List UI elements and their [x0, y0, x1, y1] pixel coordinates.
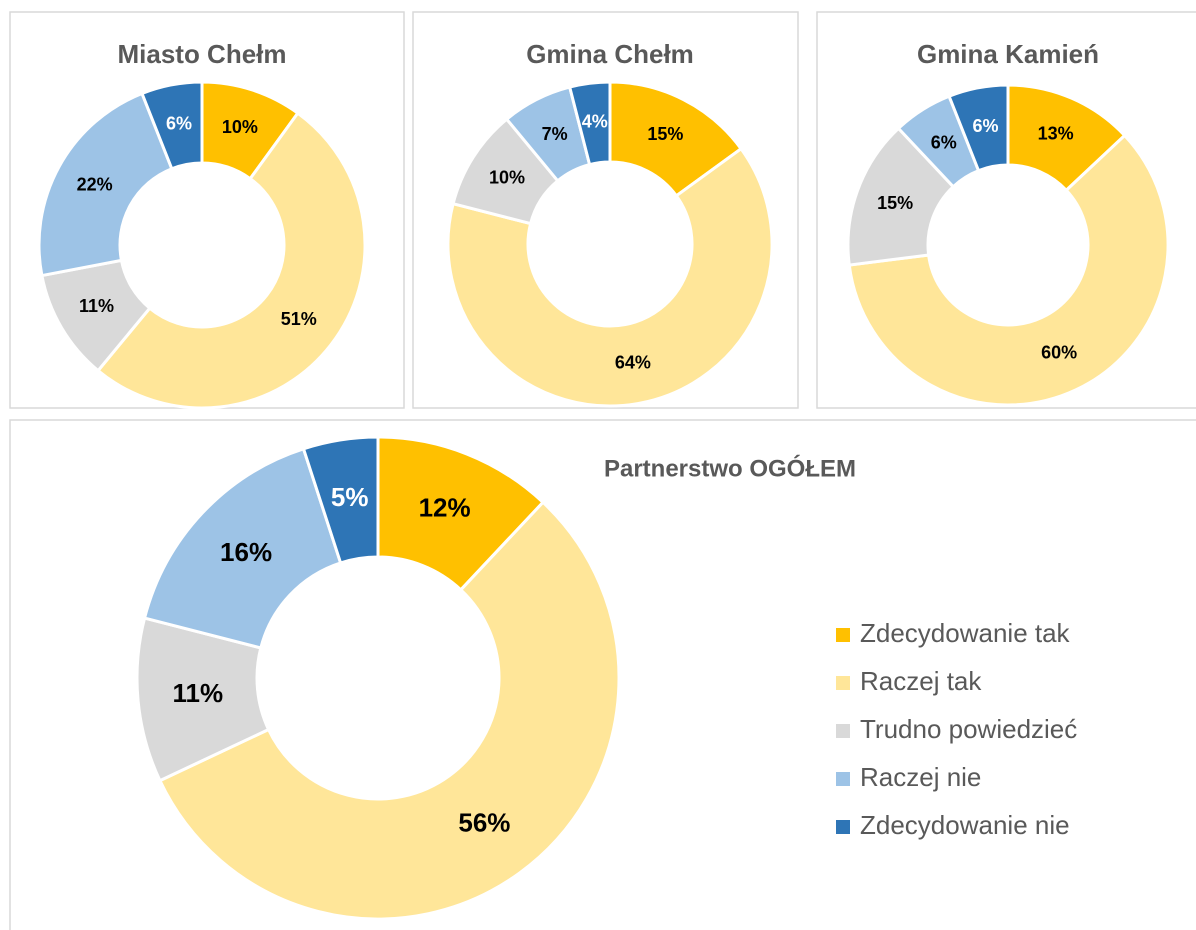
donut-segment — [446, 146, 774, 408]
legend-label: Raczej tak — [860, 666, 982, 696]
donut-segment — [376, 435, 546, 592]
data-label: 7% — [542, 124, 568, 144]
data-label: 13% — [1038, 124, 1074, 144]
donut-segment — [157, 500, 621, 921]
data-label: 11% — [79, 296, 114, 316]
data-label: 22% — [77, 175, 113, 195]
donut-segment — [95, 111, 367, 410]
data-label: 51% — [281, 309, 317, 329]
legend-swatch — [836, 676, 850, 690]
legend-label: Zdecydowanie tak — [860, 618, 1071, 648]
donut-segment — [142, 446, 343, 650]
legend-label: Raczej nie — [860, 762, 981, 792]
data-label: 15% — [877, 193, 913, 213]
data-label: 15% — [647, 124, 683, 144]
data-label: 6% — [931, 132, 957, 152]
data-label: 10% — [222, 117, 258, 137]
legend-swatch — [836, 820, 850, 834]
chart-title: Gmina Chełm — [526, 39, 694, 69]
data-label: 11% — [172, 678, 223, 708]
donut-segment — [947, 83, 1010, 173]
data-label: 6% — [973, 116, 999, 136]
data-label: 5% — [331, 482, 369, 512]
donut-segment — [301, 435, 380, 565]
legend-swatch — [836, 724, 850, 738]
donut-segment — [567, 80, 612, 167]
data-label: 10% — [489, 167, 525, 187]
chart-title: Miasto Chełm — [117, 39, 286, 69]
donut-segment — [140, 80, 204, 171]
donut-segment — [847, 133, 1170, 407]
data-label: 60% — [1041, 342, 1077, 362]
chart-title: Gmina Kamień — [917, 39, 1099, 69]
data-label: 6% — [166, 113, 192, 133]
legend-swatch — [836, 628, 850, 642]
legend-label: Trudno powiedzieć — [860, 714, 1077, 744]
legend-swatch — [836, 772, 850, 786]
donut-segment — [37, 91, 174, 278]
data-label: 56% — [458, 807, 510, 837]
data-label: 12% — [419, 493, 471, 523]
legend-label: Zdecydowanie nie — [860, 810, 1070, 840]
data-label: 4% — [582, 112, 608, 132]
data-label: 16% — [220, 537, 272, 567]
data-label: 64% — [615, 353, 651, 373]
chart-title: Partnerstwo OGÓŁEM — [604, 454, 856, 482]
